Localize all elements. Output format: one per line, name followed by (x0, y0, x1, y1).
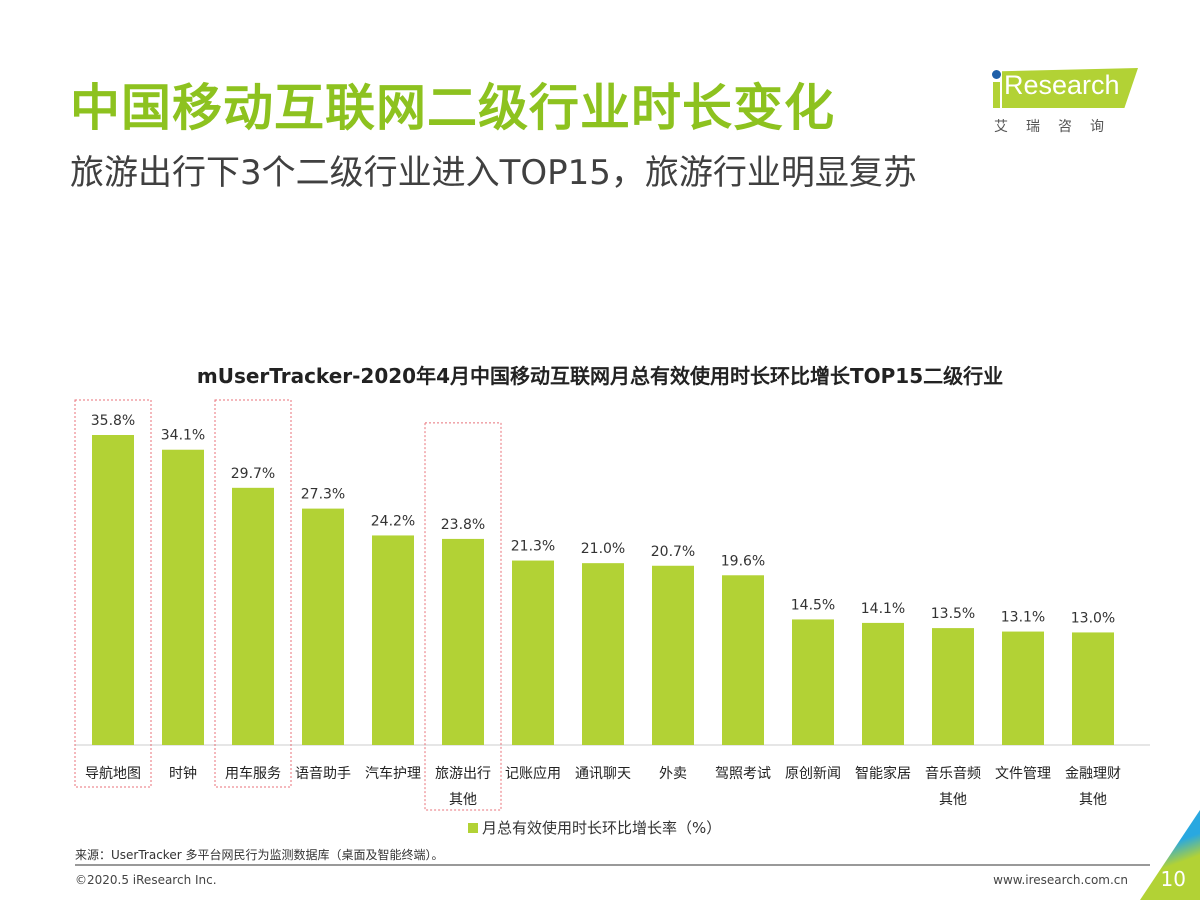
category-label: 原创新闻 (785, 766, 841, 782)
category-label: 金融理财 (1065, 766, 1121, 782)
footer-divider (75, 864, 1150, 866)
data-label: 20.7% (651, 544, 695, 560)
logo-cn: 艾瑞咨询 (994, 119, 1122, 135)
bar (1072, 632, 1114, 745)
chart-title: mUserTracker-2020年4月中国移动互联网月总有效使用时长环比增长T… (196, 364, 1004, 388)
highlight-box (214, 399, 292, 788)
category-label: 其他 (939, 792, 967, 808)
iresearch-logo: Research 艾瑞咨询 (990, 62, 1140, 142)
category-label: 记账应用 (505, 765, 561, 782)
highlight-box (424, 422, 502, 811)
data-label: 24.2% (371, 513, 415, 529)
bar (862, 622, 904, 745)
data-label: 13.5% (931, 606, 975, 622)
data-label: 13.0% (1071, 610, 1115, 626)
category-label: 文件管理 (995, 766, 1051, 782)
category-label: 导航地图 (85, 766, 141, 782)
bar (582, 563, 624, 745)
bar (792, 619, 834, 745)
data-label: 23.8% (441, 517, 485, 533)
bar (1002, 631, 1044, 745)
bar (722, 575, 764, 745)
bar (652, 565, 694, 745)
category-label: 音乐音频 (925, 765, 981, 782)
bar (92, 435, 134, 745)
bar (442, 538, 484, 745)
category-label: 时钟 (169, 765, 197, 782)
legend-label: 月总有效使用时长环比增长率（%） (482, 819, 722, 837)
category-label: 其他 (449, 792, 477, 808)
category-label: 旅游出行 (435, 766, 491, 782)
page-number: 10 (1160, 867, 1186, 891)
bar (932, 628, 974, 745)
legend: 月总有效使用时长环比增长率（%） (468, 817, 721, 838)
bar (162, 449, 204, 745)
category-label: 驾照考试 (715, 766, 771, 782)
bar (302, 508, 344, 745)
data-label: 14.5% (791, 597, 835, 613)
data-label: 29.7% (231, 466, 275, 482)
legend-swatch (468, 822, 478, 833)
data-label: 14.1% (861, 601, 905, 617)
bar (512, 560, 554, 745)
source-note: 来源：UserTracker 多平台网民行为监测数据库（桌面及智能终端）。 (75, 848, 444, 862)
logo-text: Research (1004, 70, 1120, 100)
data-label: 19.6% (721, 553, 765, 569)
bar (372, 535, 414, 745)
data-label: 21.0% (581, 541, 625, 557)
category-label: 其他 (1079, 792, 1107, 808)
category-label: 语音助手 (295, 765, 351, 782)
data-label: 35.8% (91, 413, 135, 429)
data-label: 34.1% (161, 428, 205, 444)
copyright: ©2020.5 iResearch Inc. (75, 873, 217, 887)
bar (232, 487, 274, 745)
highlight-box (74, 399, 152, 788)
category-label: 外卖 (659, 766, 687, 782)
category-label: 汽车护理 (365, 765, 421, 782)
data-label: 27.3% (301, 487, 345, 503)
page-title: 中国移动互联网二级行业时长变化 (70, 79, 835, 137)
data-label: 21.3% (511, 539, 555, 555)
category-label: 智能家居 (855, 765, 911, 782)
category-label: 通讯聊天 (575, 766, 631, 782)
website-url: www.iresearch.com.cn (993, 873, 1128, 887)
page-subtitle: 旅游出行下3个二级行业进入TOP15，旅游行业明显复苏 (70, 153, 917, 193)
data-label: 13.1% (1001, 610, 1045, 626)
category-label: 用车服务 (225, 765, 281, 782)
